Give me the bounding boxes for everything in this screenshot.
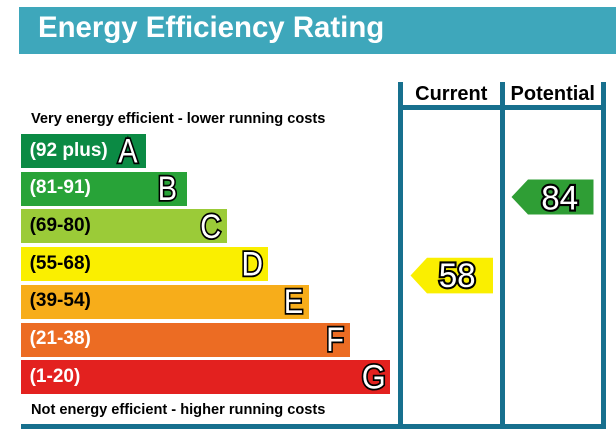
svg-text:D: D [242,246,264,284]
svg-text:C: C [200,208,221,246]
svg-text:F: F [326,321,344,359]
svg-text:E: E [284,283,303,321]
svg-text:B: B [158,170,177,208]
svg-text:A: A [118,132,138,170]
svg-text:58: 58 [439,257,476,295]
svg-text:G: G [362,359,386,397]
svg-text:84: 84 [541,180,578,218]
